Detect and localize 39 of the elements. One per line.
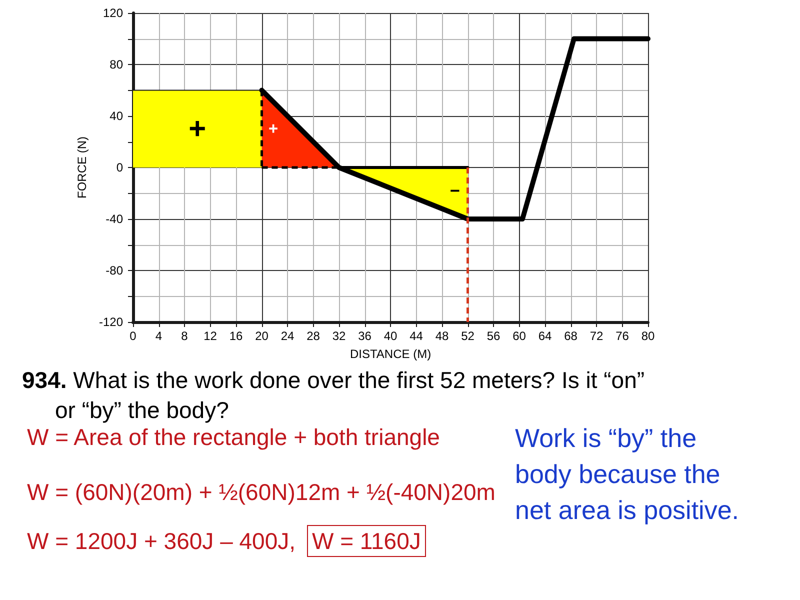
text: W = 1160J [307, 525, 426, 557]
x-tick-label: 72 [590, 329, 604, 343]
x-tick-label: 64 [538, 329, 552, 343]
text: W = Area of the rectangle + both triangle [27, 423, 440, 451]
x-tick-label: 28 [306, 329, 320, 343]
annotation: + [268, 120, 278, 138]
x-tick-label: 68 [564, 329, 578, 343]
text: W = (60N)(20m) + ½(60N)12m + ½(-40N)20m [27, 478, 496, 506]
annotation: + [188, 112, 206, 146]
text: Work is “by” the body because the net area is positive. [515, 422, 740, 527]
x-tick-label: 60 [512, 329, 526, 343]
x-tick-label: 8 [181, 329, 188, 343]
x-tick-label: 12 [204, 329, 218, 343]
x-tick-label: 16 [229, 329, 243, 343]
x-tick-label: 52 [461, 329, 475, 343]
x-tick-label: 56 [486, 329, 500, 343]
x-tick-label: 4 [155, 329, 162, 343]
text: 934. What is the work done over the first 52 meters? Is it “on” or “by” the body? [22, 367, 645, 423]
y-tick-label: 0 [116, 160, 124, 174]
x-tick-label: 44 [410, 329, 424, 343]
x-tick-label: 20 [255, 329, 269, 343]
x-tick-label: 24 [280, 329, 294, 343]
y-tick-label: 40 [110, 109, 124, 123]
x-tick-label: 32 [332, 329, 346, 343]
y-tick-label: -120 [98, 315, 124, 329]
x-tick-label: 80 [641, 329, 655, 343]
x-tick-label: 40 [384, 329, 398, 343]
x-axis-title: DISTANCE (M) [350, 347, 432, 361]
x-tick-label: 0 [130, 329, 137, 343]
x-tick-label: 48 [435, 329, 449, 343]
x-tick-label: 76 [616, 329, 630, 343]
text: W = 1200J + 360J – 400J, [27, 527, 296, 555]
y-tick-label: 120 [102, 6, 124, 20]
x-tick-label: 36 [358, 329, 372, 343]
y-tick-label: -40 [106, 212, 124, 226]
y-axis-title: FORCE (N) [75, 136, 90, 198]
y-tick-label: -80 [106, 264, 124, 278]
annotation: − [450, 180, 460, 201]
y-tick-label: 80 [110, 58, 124, 72]
